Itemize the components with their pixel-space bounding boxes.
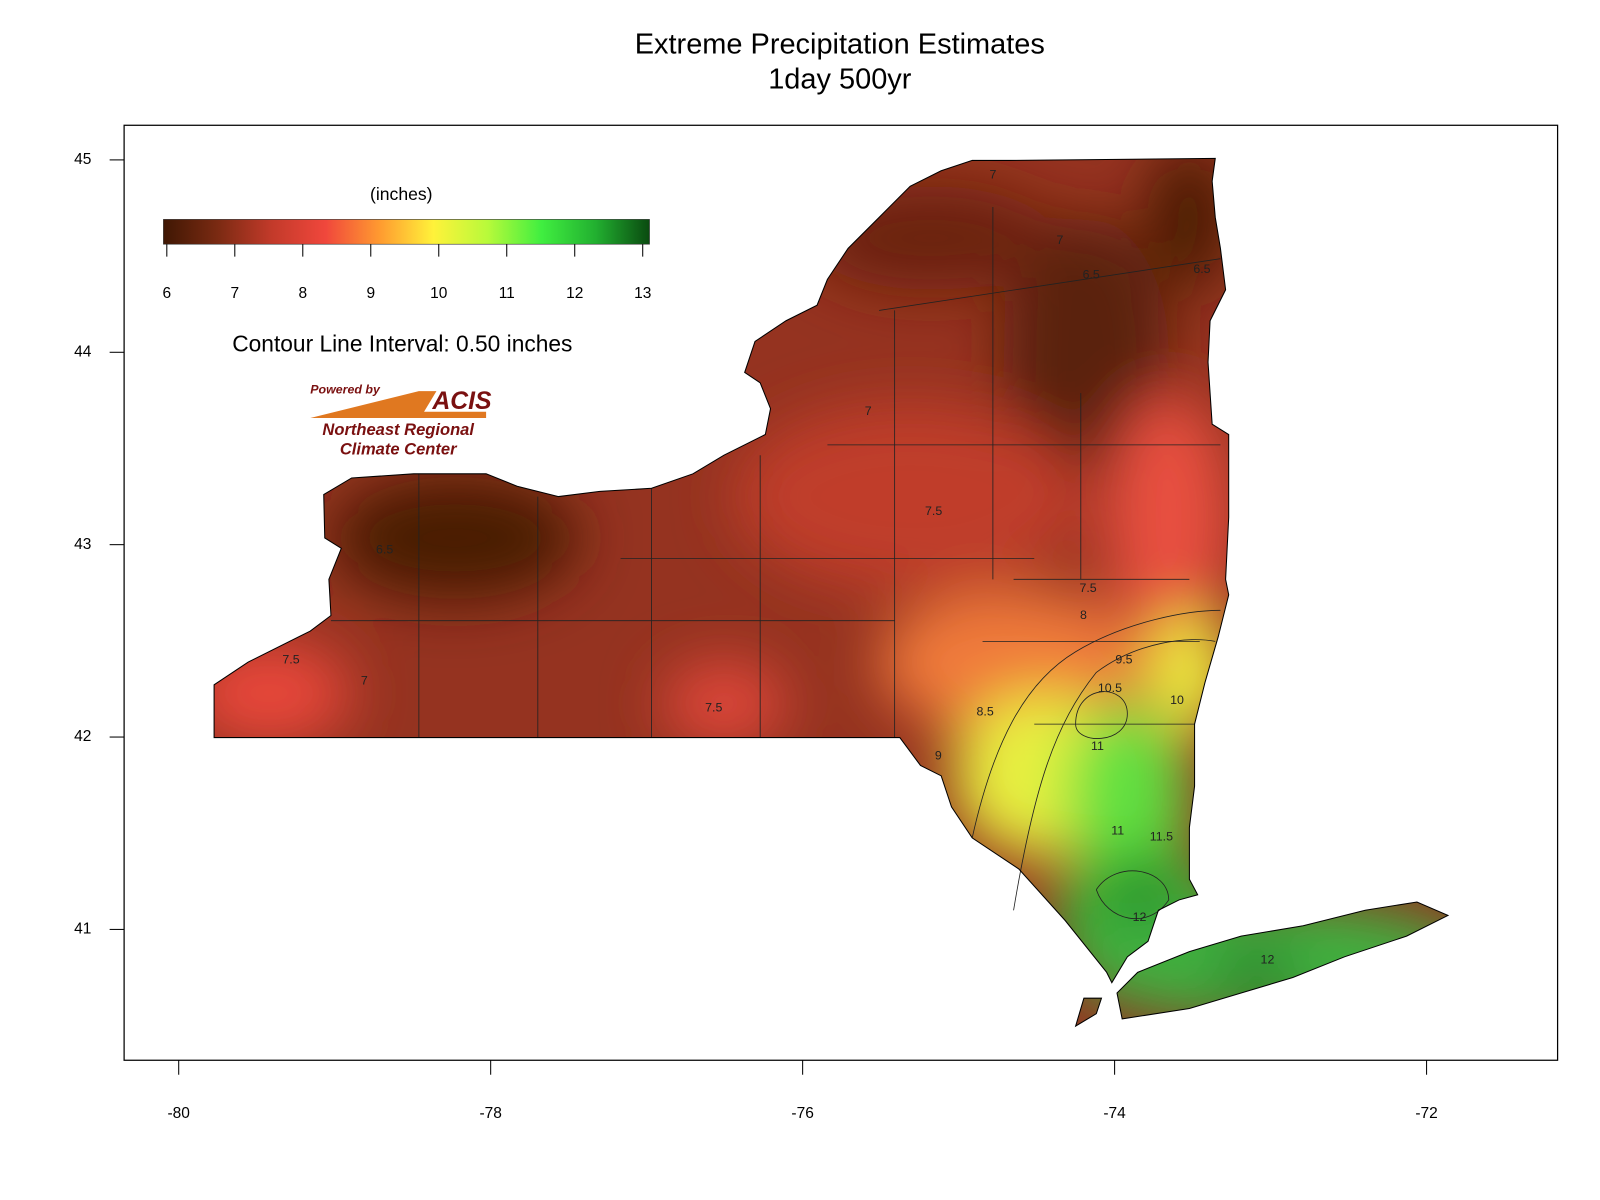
colorbar — [163, 219, 650, 245]
contour-label: 7.5 — [282, 652, 299, 666]
colorbar-tick-label: 8 — [298, 285, 307, 302]
contour-label: 9.5 — [1115, 652, 1132, 666]
contour-label: 11.5 — [1150, 829, 1173, 843]
contour-label: 11 — [1091, 739, 1104, 753]
contour-label: 7.5 — [925, 504, 942, 518]
logo-org: Climate Center — [340, 439, 458, 458]
contour-label: 6.5 — [1083, 268, 1100, 282]
logo-swoosh — [310, 391, 487, 418]
contour-label: 8.5 — [977, 704, 994, 718]
chart-title: Extreme Precipitation Estimates — [635, 28, 1045, 60]
colorbar-tick-label: 11 — [499, 285, 515, 302]
contour-label: 8 — [1080, 608, 1087, 622]
state-fill — [214, 158, 1448, 1027]
colorbar-tick-label: 9 — [366, 285, 375, 302]
chart-subtitle: 1day 500yr — [768, 63, 912, 95]
y-tick-label: 44 — [74, 343, 92, 360]
contour-label: 6.5 — [376, 543, 393, 557]
contour-label: 7 — [361, 674, 368, 688]
contour-label: 7 — [1057, 233, 1064, 247]
colorbar-tick-label: 7 — [230, 285, 239, 302]
contour-label: 12 — [1261, 952, 1275, 966]
county-lines — [330, 206, 1221, 738]
y-tick-label: 45 — [74, 151, 91, 168]
annotation: Contour Line Interval: 0.50 inches — [232, 331, 572, 357]
x-tick-label: -76 — [791, 1105, 813, 1122]
base-fill — [214, 158, 1448, 1027]
x-tick-label: -80 — [168, 1105, 191, 1122]
contour-label: 7 — [865, 404, 872, 418]
contour-label: 7.5 — [705, 700, 722, 714]
contours — [971, 609, 1221, 919]
contour-label: 10 — [1170, 693, 1184, 707]
logo-org: Northeast Regional — [322, 420, 474, 439]
contour-label: 7 — [989, 168, 996, 182]
y-tick-label: 42 — [74, 728, 91, 745]
contour-label: 12 — [1133, 910, 1147, 924]
x-tick-label: -74 — [1103, 1105, 1126, 1122]
contour-label: 9 — [935, 749, 942, 763]
y-tick-label: 43 — [74, 536, 91, 553]
x-tick-label: -72 — [1415, 1105, 1437, 1122]
contour-label: 7.5 — [1079, 581, 1096, 595]
colorbar-tick-label: 13 — [634, 285, 651, 302]
colorbar-label: (inches) — [370, 184, 433, 204]
contour-label: 10.5 — [1098, 681, 1122, 695]
logo-name: ACIS — [431, 388, 492, 415]
contour-label: 11 — [1111, 824, 1124, 838]
y-tick-label: 41 — [74, 921, 91, 938]
state-outline — [213, 157, 1450, 1028]
logo-tagline: Powered by — [310, 382, 381, 396]
colorbar-tick-label: 6 — [162, 285, 171, 302]
logo: Powered by ACIS Northeast Regional Clima… — [310, 382, 492, 458]
x-tick-label: -78 — [479, 1105, 501, 1122]
contour-label: 6.5 — [1193, 262, 1210, 276]
plot-frame — [123, 124, 1559, 1061]
colorbar-tick-label: 10 — [430, 285, 448, 302]
colorbar-tick-label: 12 — [566, 285, 583, 302]
